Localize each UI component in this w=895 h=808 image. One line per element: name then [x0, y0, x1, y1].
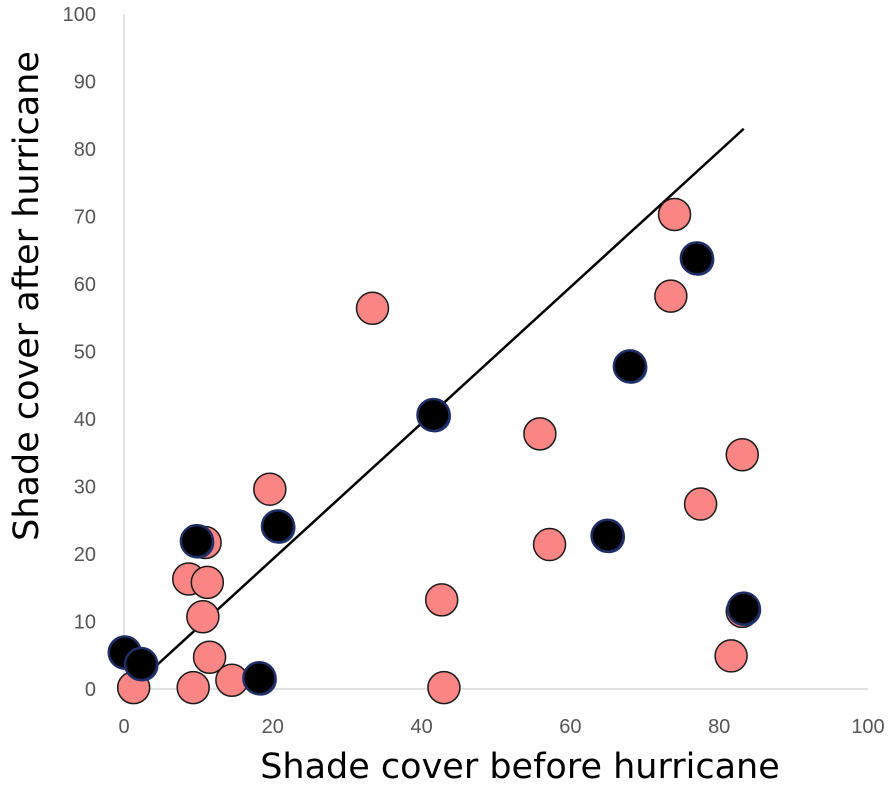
- x-tick-label: 40: [410, 716, 432, 738]
- data-point: [590, 518, 625, 554]
- data-point: [714, 639, 748, 673]
- y-tick-label: 10: [74, 612, 96, 634]
- data-point: [679, 241, 715, 276]
- data-point: [725, 438, 760, 472]
- data-point: [176, 670, 210, 705]
- y-tick-label: 40: [74, 409, 96, 431]
- data-point: [532, 527, 567, 562]
- data-point: [657, 197, 692, 232]
- data-point: [683, 487, 718, 521]
- data-point: [612, 349, 648, 384]
- x-tick-label: 60: [559, 716, 581, 738]
- data-point: [179, 523, 215, 559]
- data-point: [416, 397, 451, 433]
- y-tick-label: 20: [74, 544, 96, 566]
- y-tick-label: 100: [63, 4, 96, 26]
- data-point: [355, 291, 390, 326]
- data-point: [242, 660, 277, 696]
- y-tick-label: 70: [74, 207, 96, 229]
- x-tick-label: 100: [851, 716, 884, 738]
- y-tick-labels: 0 10 20 30 40 50 60 70 80 90 100: [63, 4, 96, 701]
- y-tick-label: 80: [74, 139, 96, 161]
- x-tick-label: 80: [708, 716, 730, 738]
- axes: [123, 14, 868, 690]
- y-axis-title: Shade cover after hurricane: [7, 51, 47, 541]
- data-point: [427, 670, 461, 705]
- data-point: [424, 583, 459, 617]
- x-tick-label: 20: [262, 716, 284, 738]
- y-tick-label: 30: [74, 477, 96, 499]
- data-point: [186, 600, 220, 634]
- data-point: [192, 640, 227, 675]
- y-tick-label: 50: [74, 342, 96, 364]
- y-tick-label: 90: [74, 72, 96, 94]
- data-point: [253, 472, 287, 506]
- series-1-points: [107, 241, 762, 696]
- data-point: [523, 417, 557, 451]
- data-point: [123, 646, 159, 682]
- x-tick-label: 0: [118, 716, 129, 738]
- y-tick-label: 0: [85, 679, 96, 701]
- series-0-points: [116, 197, 760, 705]
- data-point: [190, 565, 225, 600]
- y-tick-label: 60: [74, 274, 96, 296]
- x-tick-labels: 0 20 40 60 80 100: [118, 716, 884, 738]
- data-points: [107, 197, 762, 705]
- data-point: [260, 509, 296, 544]
- data-point: [654, 279, 688, 313]
- data-point: [726, 591, 762, 626]
- x-axis-title: Shade cover before hurricane: [260, 747, 780, 787]
